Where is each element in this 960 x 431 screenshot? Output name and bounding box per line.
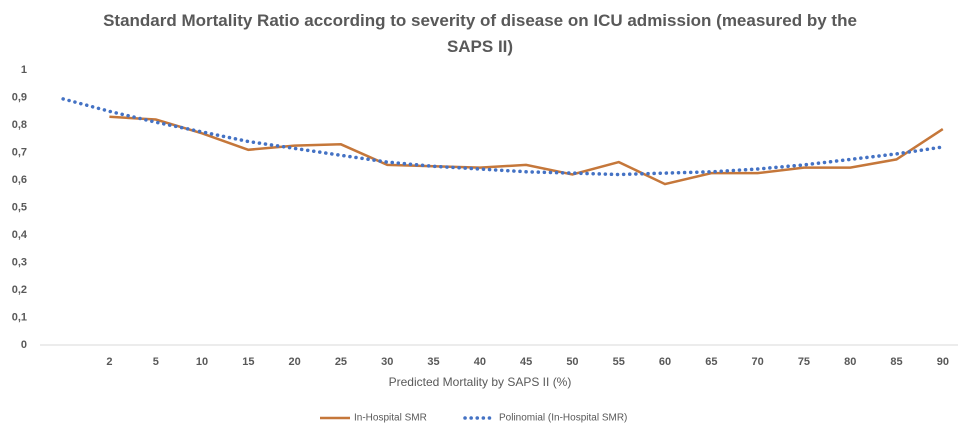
y-tick-label: 0: [21, 339, 27, 351]
x-axis-label: Predicted Mortality by SAPS II (%): [389, 375, 572, 389]
x-tick-label: 50: [566, 356, 578, 368]
x-tick-label: 20: [289, 356, 301, 368]
chart-title: Standard Mortality Ratio according to se…: [103, 11, 857, 56]
x-tick-label: 5: [153, 356, 159, 368]
x-tick-label: 25: [335, 356, 347, 368]
y-tick-label: 0,4: [12, 229, 28, 241]
x-tick-label: 30: [381, 356, 393, 368]
series-line: [109, 115, 944, 186]
x-tick-label: 40: [474, 356, 486, 368]
x-tick-label: 15: [242, 356, 254, 368]
y-tick-label: 0,6: [12, 174, 27, 186]
series-line: [61, 97, 945, 177]
x-tick-label: 55: [613, 356, 625, 368]
x-tick-label: 70: [752, 356, 764, 368]
legend-label: Polinomial (In-Hospital SMR): [499, 413, 627, 424]
x-tick-label: 45: [520, 356, 532, 368]
x-tick-label: 65: [705, 356, 717, 368]
x-tick-label: 60: [659, 356, 671, 368]
y-tick-label: 0,5: [12, 201, 27, 213]
x-tick-label: 10: [196, 356, 208, 368]
x-tick-label: 75: [798, 356, 810, 368]
y-tick-label: 1: [21, 64, 27, 76]
y-tick-label: 0,2: [12, 284, 27, 296]
x-tick-label: 80: [844, 356, 856, 368]
x-tick-label: 2: [106, 356, 112, 368]
y-tick-label: 0,8: [12, 119, 27, 131]
y-tick-label: 0,7: [12, 146, 27, 158]
x-tick-label: 90: [937, 356, 949, 368]
y-tick-label: 0,9: [12, 91, 27, 103]
y-tick-label: 0,1: [12, 311, 27, 323]
x-tick-label: 35: [427, 356, 439, 368]
x-tick-label: 85: [890, 356, 902, 368]
y-tick-label: 0,3: [12, 256, 27, 268]
legend-label: In-Hospital SMR: [354, 413, 427, 424]
